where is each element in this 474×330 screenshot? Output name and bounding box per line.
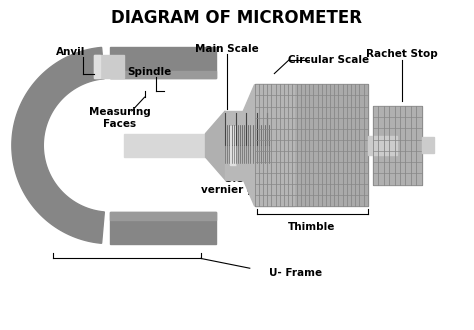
- Bar: [225, 111, 269, 180]
- Bar: [110, 212, 216, 244]
- Text: U- Frame: U- Frame: [269, 268, 323, 278]
- Text: Thimble: Thimble: [288, 222, 336, 232]
- Text: Anvil: Anvil: [56, 47, 85, 57]
- Polygon shape: [206, 111, 225, 180]
- Text: Circular Scale: Circular Scale: [288, 55, 369, 65]
- Text: Spindle: Spindle: [128, 67, 172, 77]
- Bar: [255, 84, 294, 206]
- Bar: [368, 136, 397, 155]
- Bar: [110, 212, 216, 220]
- Bar: [255, 84, 368, 206]
- Polygon shape: [12, 48, 104, 243]
- Bar: [94, 55, 124, 79]
- Bar: [124, 134, 250, 157]
- Text: Sleeve with
vernier graduations: Sleeve with vernier graduations: [201, 174, 318, 195]
- Bar: [110, 47, 216, 79]
- Bar: [94, 55, 100, 79]
- Text: DIAGRAM OF MICROMETER: DIAGRAM OF MICROMETER: [111, 9, 363, 26]
- Text: Measuring
Faces: Measuring Faces: [89, 107, 151, 129]
- Bar: [230, 126, 236, 165]
- Text: Main Scale: Main Scale: [195, 44, 259, 54]
- Bar: [110, 71, 216, 79]
- Bar: [373, 106, 422, 185]
- Text: Rachet Stop: Rachet Stop: [366, 49, 438, 59]
- Bar: [422, 138, 434, 153]
- Polygon shape: [237, 84, 255, 206]
- Bar: [216, 126, 236, 165]
